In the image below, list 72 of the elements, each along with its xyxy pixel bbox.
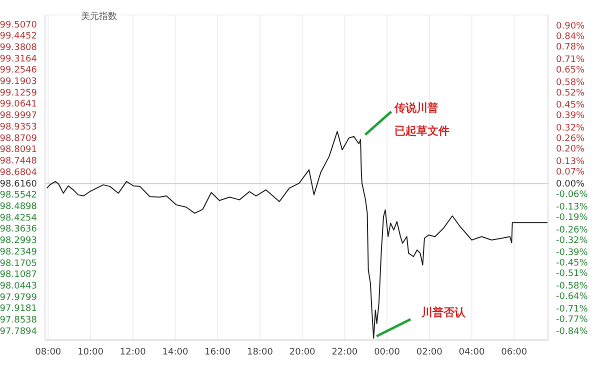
y2-tick-label: -0.39% (556, 248, 588, 258)
y-tick-label: 98.1705 (0, 259, 37, 270)
x-tick-label: 08:00 (35, 347, 62, 358)
y2-tick-label: 0.39% (556, 111, 586, 122)
x-tick-label: 10:00 (78, 347, 104, 358)
y2-tick-label: 0.90% (556, 22, 586, 32)
y2-tick-label: -0.06% (556, 190, 588, 200)
x-tick-label: 18:00 (247, 347, 274, 358)
y-tick-label: 98.6804 (0, 168, 38, 178)
y-tick-label: 97.9799 (0, 293, 38, 304)
y2-tick-label: 0.13% (556, 156, 586, 167)
annotation: 已起草文件 (394, 124, 450, 138)
x-tick-label: 16:00 (204, 347, 231, 358)
y2-tick-label: 0.32% (556, 123, 586, 134)
y2-tick-label: 0.65% (556, 65, 586, 76)
y2-tick-label: -0.19% (556, 213, 588, 224)
annotation: 传说川普 (393, 102, 438, 115)
y2-tick-label: -0.77% (556, 314, 588, 325)
x-tick-label: 14:00 (162, 347, 188, 358)
y-tick-label: 97.7894 (0, 327, 38, 338)
y-tick-label: 99.4452 (0, 32, 37, 42)
y-tick-label: 99.2546 (0, 66, 38, 76)
y2-tick-label: -0.45% (556, 258, 588, 269)
y2-tick-label: 0.45% (556, 100, 586, 111)
y2-tick-label: 0.20% (556, 144, 586, 155)
y-tick-label: 98.5542 (0, 190, 37, 201)
y-tick-label: 99.3808 (0, 43, 38, 53)
x-tick-label: 22:00 (332, 347, 358, 358)
y-tick-label: 98.6160 (0, 180, 38, 190)
y2-tick-label: -0.58% (556, 282, 588, 292)
x-tick-label: 20:00 (289, 347, 316, 358)
y2-tick-label: 0.78% (556, 42, 586, 53)
y-tick-label: 98.1087 (0, 270, 37, 280)
y2-tick-label: -0.32% (556, 236, 588, 246)
x-tick-label: 00:00 (374, 347, 400, 358)
y2-tick-label: -0.71% (556, 304, 588, 314)
y-tick-label: 98.8091 (0, 145, 37, 156)
x-tick-label: 06:00 (501, 347, 528, 358)
y-tick-label: 98.3636 (0, 224, 38, 235)
y2-tick-label: -0.84% (556, 327, 588, 338)
y-tick-label: 98.4898 (0, 202, 38, 212)
y-tick-label: 98.8709 (0, 134, 38, 144)
y-tick-label: 98.9997 (0, 111, 37, 122)
y2-tick-label: -0.64% (556, 292, 588, 302)
y-tick-label: 98.4254 (0, 214, 38, 224)
y-tick-label: 98.0443 (0, 282, 37, 292)
y-tick-label: 99.1259 (0, 88, 38, 99)
y2-tick-label: 0.00% (556, 180, 586, 190)
annotation: 川普否认 (420, 306, 467, 320)
x-tick-label: 12:00 (120, 347, 146, 358)
y2-tick-label: 0.52% (556, 88, 586, 98)
y-tick-label: 97.8538 (0, 316, 38, 326)
y-tick-label: 97.9181 (0, 304, 37, 314)
y2-tick-label: 0.07% (556, 167, 586, 178)
y2-tick-label: -0.26% (556, 225, 588, 236)
y2-tick-label: 0.84% (556, 32, 586, 42)
y-tick-label: 99.5070 (0, 20, 38, 30)
y-tick-label: 99.0641 (0, 100, 37, 110)
chart-title: 美元指数 (80, 10, 118, 23)
y-tick-label: 98.2349 (0, 248, 38, 258)
y-tick-label: 98.2993 (0, 236, 37, 246)
y2-tick-label: 0.26% (556, 134, 586, 144)
y-tick-label: 98.7448 (0, 156, 38, 167)
y2-tick-label: 0.71% (556, 54, 586, 65)
y2-tick-label: -0.13% (556, 202, 588, 212)
x-tick-label: 02:00 (416, 347, 443, 358)
y2-tick-label: 0.58% (556, 78, 586, 88)
y-tick-label: 99.3164 (0, 54, 38, 64)
y2-tick-label: -0.51% (556, 269, 588, 280)
x-tick-label: 04:00 (458, 347, 485, 358)
y-tick-label: 99.1903 (0, 77, 37, 88)
y-tick-label: 98.9353 (0, 122, 37, 133)
